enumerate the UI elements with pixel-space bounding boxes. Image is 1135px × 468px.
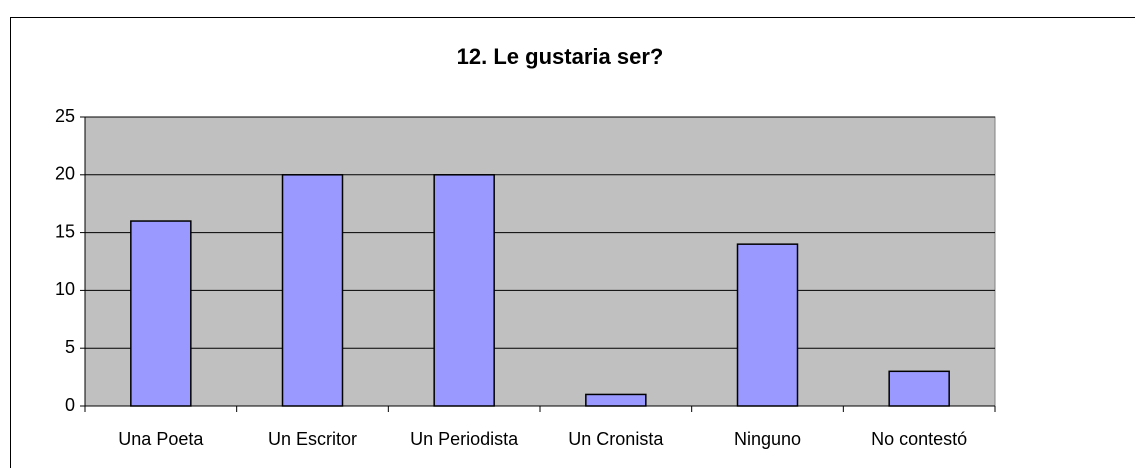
y-tick-label: 15	[55, 221, 75, 241]
plot-area	[84, 116, 996, 407]
x-tick-label: Ninguno	[734, 429, 801, 449]
chart-title: 12. Le gustaria ser?	[457, 44, 664, 69]
bar	[736, 243, 799, 407]
bar	[130, 220, 192, 407]
x-tick-label: No contestó	[871, 429, 967, 449]
y-tick-label: 20	[55, 164, 75, 184]
bar	[281, 174, 344, 407]
x-tick-label: Una Poeta	[118, 429, 204, 449]
y-tick-label: 5	[65, 337, 75, 357]
x-tick-label: Un Cronista	[568, 429, 664, 449]
bar	[888, 370, 950, 407]
x-tick-label: Un Periodista	[410, 429, 519, 449]
y-tick-label: 25	[55, 106, 75, 126]
bar	[585, 393, 647, 407]
y-tick-label: 0	[65, 395, 75, 415]
bar	[433, 174, 495, 407]
x-tick-label: Un Escritor	[268, 429, 357, 449]
y-tick-label: 10	[55, 279, 75, 299]
